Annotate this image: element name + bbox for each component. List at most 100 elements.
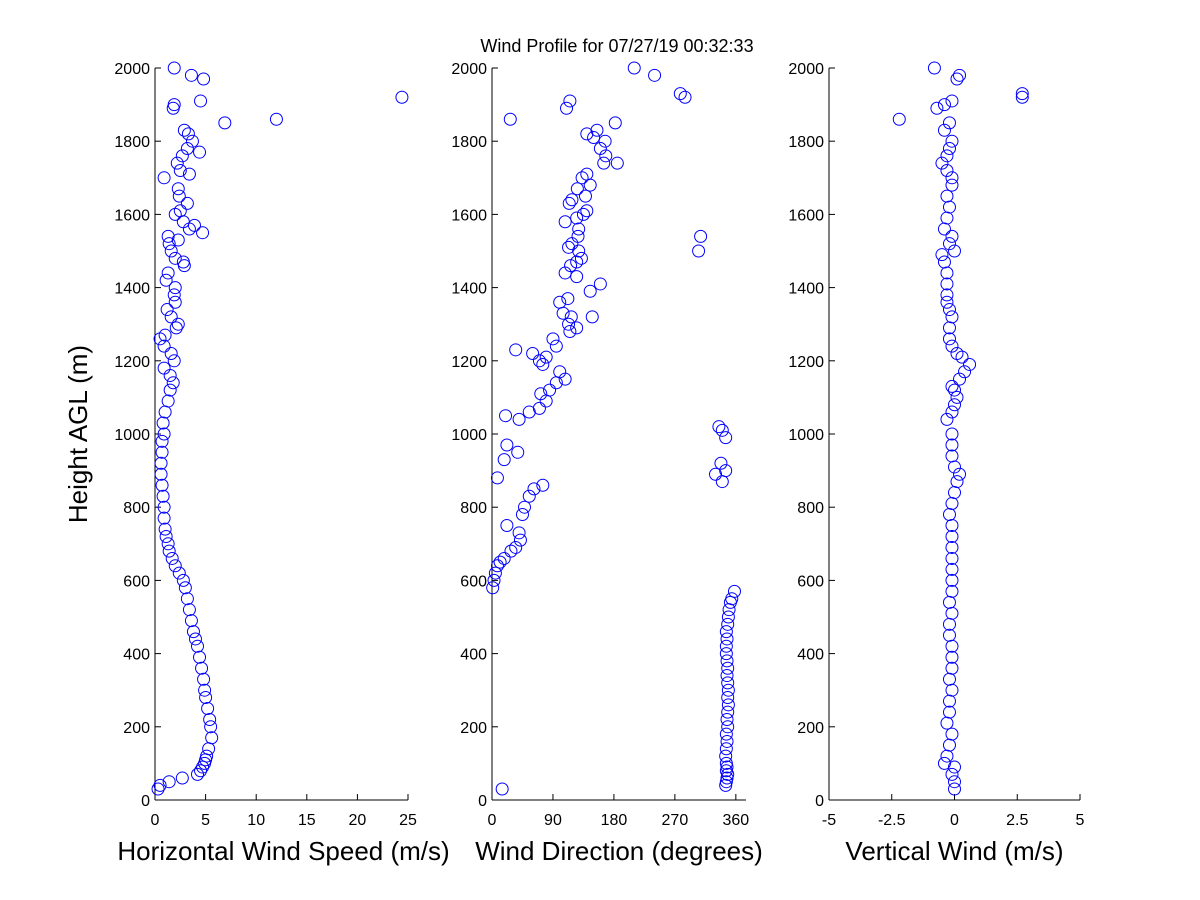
data-point: [161, 394, 175, 408]
data-point: [487, 573, 501, 587]
data-point: [193, 145, 207, 159]
panel-speed: 0 200 400 600 800 1000 1200 1400 1600 1800 2000 0 5 1…: [63, 61, 450, 866]
data-point: [963, 357, 977, 371]
data-point: [575, 171, 589, 185]
data-point: [930, 101, 944, 115]
data-point: [570, 321, 584, 335]
data-point: [574, 251, 588, 265]
data-point: [188, 632, 202, 646]
data-point: [165, 551, 179, 565]
data-point: [950, 72, 964, 86]
data-point: [719, 742, 733, 756]
data-point: [195, 661, 209, 675]
data-point: [720, 712, 734, 726]
data-point: [166, 376, 180, 390]
data-point: [721, 691, 735, 705]
x-axis-label: Wind Direction (degrees): [475, 836, 763, 866]
data-point: [546, 332, 560, 346]
data-point: [597, 156, 611, 170]
data-point: [503, 112, 517, 126]
x-tick-label: -5: [822, 812, 836, 829]
y-tick-label: 800: [797, 500, 824, 517]
x-tick-label: -2.5: [878, 812, 906, 829]
data-point: [945, 562, 959, 576]
data-point: [945, 134, 959, 148]
data-point: [156, 489, 170, 503]
data-point: [161, 537, 175, 551]
data-point: [945, 551, 959, 565]
data-point: [692, 244, 706, 258]
data-point: [168, 281, 182, 295]
data-point: [598, 134, 612, 148]
data-point: [1015, 90, 1029, 104]
data-point: [180, 196, 194, 210]
data-point: [169, 321, 183, 335]
data-point: [564, 310, 578, 324]
data-point: [953, 372, 967, 386]
data-point: [945, 339, 959, 353]
y-tick-label: 400: [123, 647, 150, 664]
data-point: [714, 456, 728, 470]
data-point: [945, 449, 959, 463]
data-point: [157, 511, 171, 525]
data-point: [945, 650, 959, 664]
data-point: [945, 438, 959, 452]
data-point: [170, 156, 184, 170]
data-point: [945, 573, 959, 587]
y-tick-label: 1200: [788, 354, 824, 371]
y-tick-label: 200: [123, 720, 150, 737]
data-point: [571, 229, 585, 243]
x-tick-label: 25: [399, 812, 417, 829]
data-point: [269, 112, 283, 126]
data-point: [562, 196, 576, 210]
data-point: [719, 756, 733, 770]
data-point: [945, 427, 959, 441]
data-point: [175, 771, 189, 785]
data-point: [499, 409, 513, 423]
data-point: [191, 767, 205, 781]
data-point: [590, 123, 604, 137]
data-point: [945, 767, 959, 781]
data-point: [182, 603, 196, 617]
data-point: [177, 123, 191, 137]
data-point: [719, 647, 733, 661]
data-point: [175, 149, 189, 163]
data-point: [563, 94, 577, 108]
data-point: [560, 101, 574, 115]
data-point: [509, 540, 523, 554]
data-point: [191, 639, 205, 653]
data-point: [218, 116, 232, 130]
data-point: [945, 379, 959, 393]
data-point: [526, 346, 540, 360]
data-point: [720, 654, 734, 668]
data-point: [940, 149, 954, 163]
data-point: [945, 229, 959, 243]
data-point: [948, 244, 961, 258]
data-point: [500, 519, 514, 532]
y-tick-label: 0: [815, 793, 824, 810]
y-tick-label: 1000: [114, 427, 150, 444]
data-point: [160, 303, 174, 317]
data-point: [608, 116, 622, 130]
data-point: [948, 760, 961, 774]
data-point: [940, 412, 954, 426]
data-point: [937, 123, 951, 137]
data-point: [721, 720, 735, 734]
data-point: [162, 775, 176, 789]
data-point: [580, 167, 594, 181]
data-point: [958, 365, 972, 379]
y-axis-label: Height AGL (m): [63, 345, 93, 523]
data-point: [945, 94, 959, 108]
data-point: [940, 277, 954, 291]
data-point: [171, 182, 185, 196]
data-point: [495, 782, 509, 796]
data-point: [945, 171, 959, 185]
data-point: [522, 489, 536, 503]
data-point: [558, 215, 572, 229]
data-point: [157, 427, 171, 441]
data-point: [892, 112, 906, 126]
data-point: [172, 189, 186, 203]
data-point: [172, 566, 186, 580]
data-point: [497, 453, 511, 467]
